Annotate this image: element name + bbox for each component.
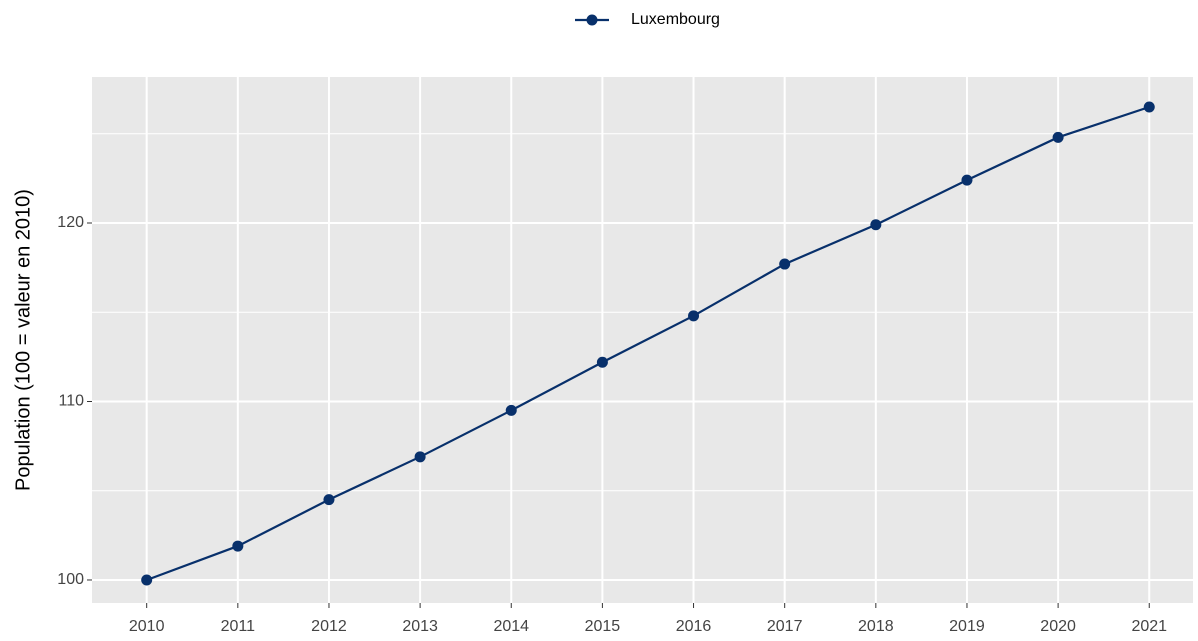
point [688,310,700,322]
x-tick-label: 2020 [1040,618,1076,635]
x-tick-label: 2019 [949,618,985,635]
y-tick-label: 120 [57,214,84,231]
point [870,219,882,231]
x-tick-label: 2015 [585,618,621,635]
plot-panel [92,77,1193,603]
x-tick-label: 2013 [402,618,438,635]
x-tick-label: 2012 [311,618,347,635]
x-tick-label: 2010 [129,618,165,635]
point [779,258,791,270]
x-tick-label: 2021 [1131,618,1167,635]
point [414,451,426,463]
point [1052,131,1064,143]
x-tick-label: 2016 [676,618,712,635]
x-tick-label: 2014 [493,618,529,635]
point [596,356,608,368]
point [232,540,244,552]
point [961,174,973,186]
x-tick-label: 2017 [767,618,803,635]
legend-swatch-point [586,14,598,26]
y-tick-label: 110 [58,393,84,410]
y-axis-label: Population (100 = valeur en 2010) [12,189,34,491]
x-tick-label: 2011 [221,618,256,635]
point [505,404,517,416]
legend-label: Luxembourg [631,11,720,28]
point [141,574,153,586]
point [1143,101,1155,113]
y-tick-label: 100 [57,571,84,588]
line [146,105,1150,582]
x-tick-label: 2018 [858,618,894,635]
point [323,494,335,506]
